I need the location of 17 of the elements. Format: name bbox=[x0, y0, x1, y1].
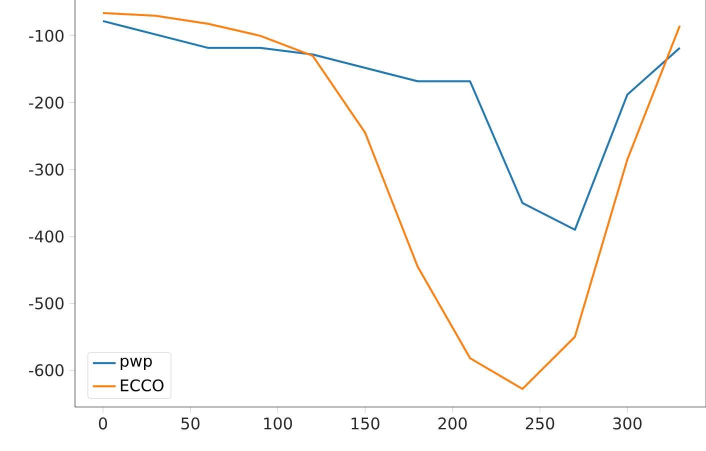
legend-label: ECCO bbox=[120, 379, 164, 392]
line-series bbox=[102, 12, 681, 390]
legend-label: pwp bbox=[120, 358, 152, 370]
y-tick-label: -600 bbox=[29, 364, 64, 376]
x-tick-label: 300 bbox=[613, 417, 642, 430]
line-series bbox=[102, 20, 681, 231]
x-tick-label: 150 bbox=[352, 417, 380, 430]
y-tick-label: -200 bbox=[29, 96, 64, 109]
y-tick-label: -300 bbox=[29, 164, 64, 176]
x-tick-label: 200 bbox=[438, 417, 467, 430]
x-tick-label: 50 bbox=[181, 417, 200, 430]
y-tick-label: -400 bbox=[29, 230, 64, 242]
y-tick-label: -500 bbox=[29, 297, 64, 310]
x-tick-label: 0 bbox=[98, 417, 107, 430]
x-tick-label: 100 bbox=[264, 417, 292, 430]
y-tick-label: -100 bbox=[29, 30, 64, 42]
x-tick-label: 250 bbox=[526, 417, 554, 430]
